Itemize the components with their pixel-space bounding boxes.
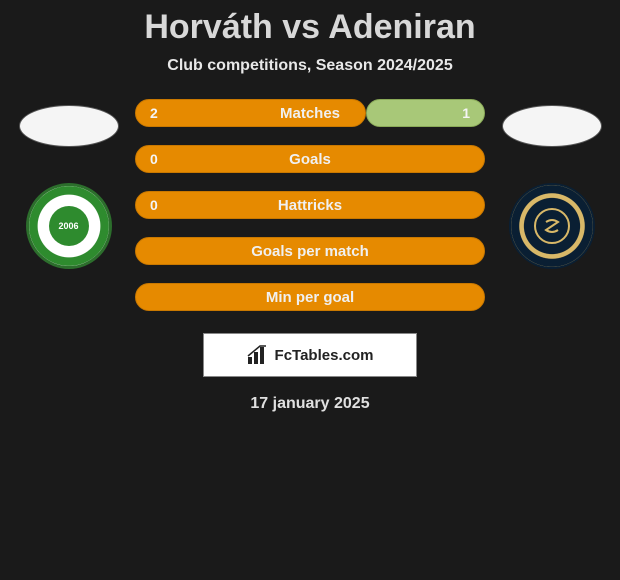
team-left-column: 2006 (16, 99, 121, 269)
flag-oval-right (502, 105, 602, 147)
crest-left-inner: 2006 (49, 206, 89, 246)
stat-value-left: 0 (150, 151, 158, 167)
stat-bar-full: 0 (135, 145, 485, 173)
stat-row: Goals per match (135, 237, 485, 265)
stat-value-right: 1 (462, 105, 470, 121)
stat-row: 0Goals (135, 145, 485, 173)
date-label: 17 january 2025 (0, 395, 620, 413)
stat-value-left: 2 (150, 105, 158, 121)
crest-right-inner (534, 208, 570, 244)
team-crest-left: 2006 (26, 183, 112, 269)
team-crest-right (509, 183, 595, 269)
stat-row: 0Hattricks (135, 191, 485, 219)
comparison-card: Horváth vs Adeniran Club competitions, S… (0, 0, 620, 413)
stat-bar-full (135, 237, 485, 265)
stat-row: Min per goal (135, 283, 485, 311)
team-right-column (499, 99, 604, 269)
brand-text: FcTables.com (275, 347, 374, 364)
brand-box[interactable]: FcTables.com (203, 333, 417, 377)
snake-icon (542, 216, 562, 236)
flag-oval-left (19, 105, 119, 147)
stat-bar-right: 1 (366, 99, 485, 127)
stat-bar-full (135, 283, 485, 311)
page-title: Horváth vs Adeniran (0, 8, 620, 47)
stat-bar-full: 0 (135, 191, 485, 219)
stat-row: 21Matches (135, 99, 485, 127)
stat-value-left: 0 (150, 197, 158, 213)
stats-column: 21Matches0Goals0HattricksGoals per match… (135, 99, 485, 311)
stat-bar-left: 2 (135, 99, 366, 127)
bar-chart-icon (247, 345, 269, 365)
main-row: 2006 21Matches0Goals0HattricksGoals per … (0, 99, 620, 311)
subtitle: Club competitions, Season 2024/2025 (0, 57, 620, 75)
